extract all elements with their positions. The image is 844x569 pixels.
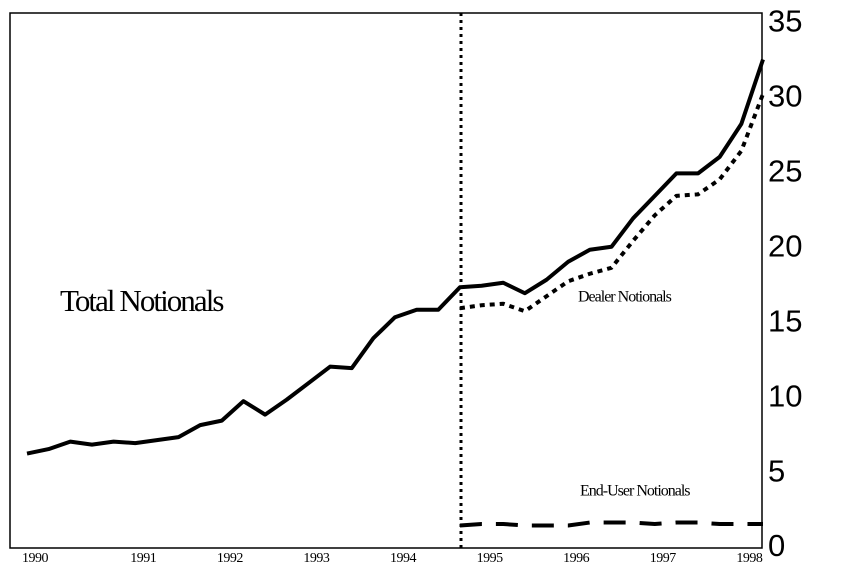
y-tick-label: 5 <box>768 453 785 488</box>
x-tick-label: 1996 <box>563 551 590 566</box>
series-label: Total Notionals <box>60 283 223 318</box>
plot-frame <box>9 12 763 549</box>
y-tick-label: 30 <box>768 79 802 114</box>
x-tick-label: 1998 <box>736 551 763 566</box>
x-tick-label: 1997 <box>650 551 677 566</box>
y-tick-label: 35 <box>768 4 802 39</box>
y-tick-label: 20 <box>768 228 802 263</box>
x-tick-label: 1992 <box>217 551 244 566</box>
x-tick-label: 1993 <box>303 551 330 566</box>
x-tick-label: 1991 <box>130 551 157 566</box>
x-tick-label: 1994 <box>390 551 417 566</box>
y-tick-label: 15 <box>768 303 802 338</box>
y-tick-label: 25 <box>768 154 802 189</box>
x-tick-label: 1990 <box>22 551 49 566</box>
x-tick-label: 1995 <box>477 551 504 566</box>
series-line <box>26 58 765 456</box>
series-label: Dealer Notionals <box>578 289 672 306</box>
series-label: End-User Notionals <box>580 483 690 500</box>
series-line <box>459 93 765 314</box>
y-tick-label: 0 <box>768 528 785 563</box>
series-line <box>459 520 763 528</box>
y-tick-label: 10 <box>768 378 802 413</box>
